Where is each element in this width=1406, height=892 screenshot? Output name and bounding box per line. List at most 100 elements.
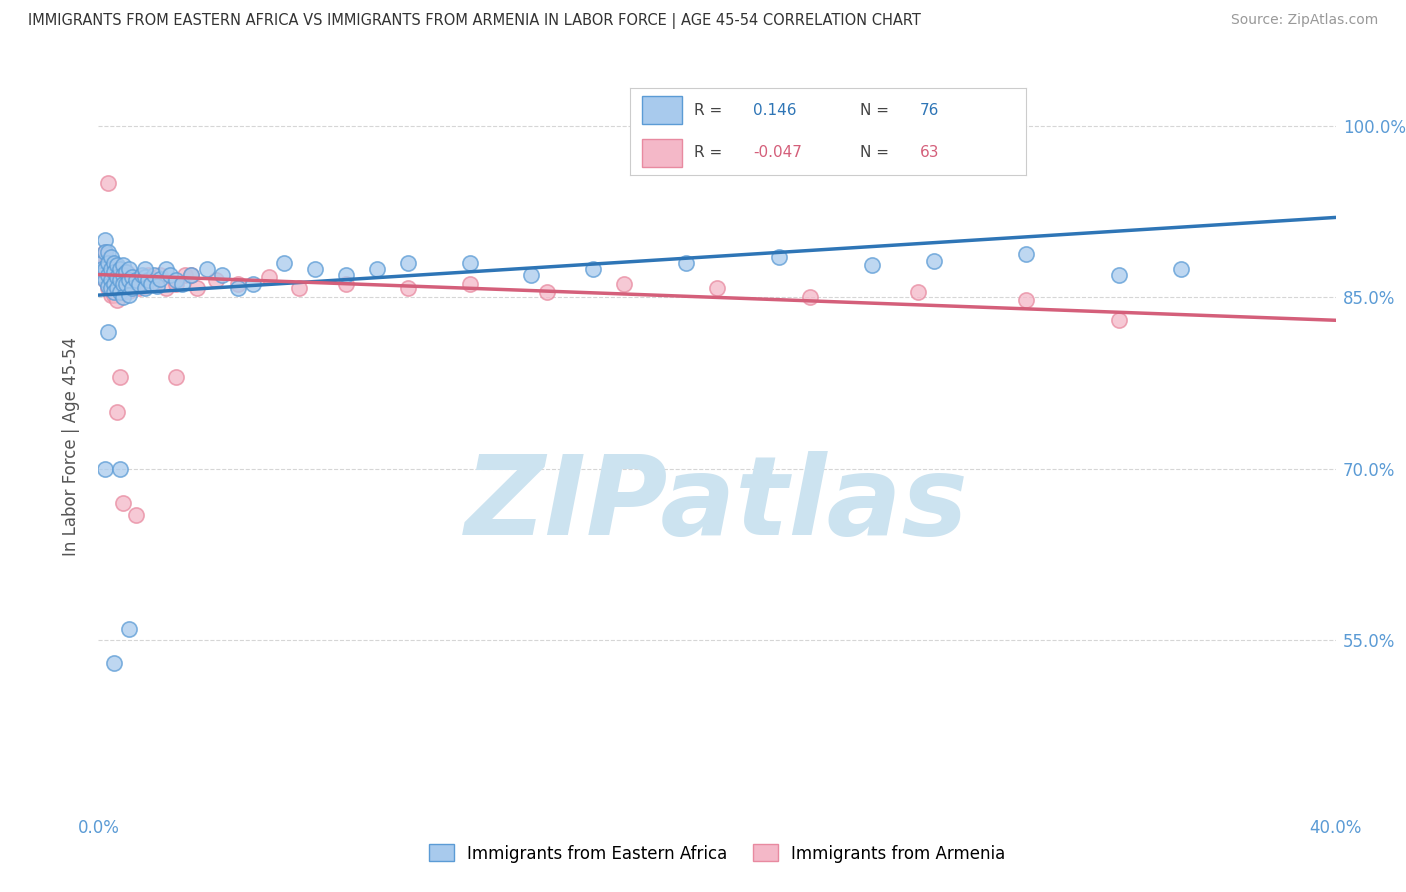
Point bbox=[149, 268, 172, 282]
Point bbox=[108, 268, 131, 282]
Point bbox=[90, 261, 112, 276]
Point bbox=[105, 265, 128, 279]
Point bbox=[706, 281, 728, 295]
Point bbox=[112, 290, 135, 304]
Point bbox=[97, 265, 120, 279]
Point bbox=[165, 277, 187, 291]
Point bbox=[520, 268, 543, 282]
Point bbox=[103, 256, 125, 270]
Point bbox=[103, 269, 125, 284]
Point bbox=[105, 279, 128, 293]
Point bbox=[93, 244, 115, 259]
Point bbox=[143, 277, 166, 291]
Y-axis label: In Labor Force | Age 45-54: In Labor Force | Age 45-54 bbox=[62, 336, 80, 556]
Point bbox=[288, 281, 311, 295]
Bar bbox=[643, 138, 682, 167]
Point bbox=[396, 281, 419, 295]
Point bbox=[121, 272, 143, 286]
Point bbox=[536, 285, 558, 299]
Point bbox=[124, 277, 146, 291]
Point bbox=[90, 268, 112, 282]
Point bbox=[143, 268, 166, 282]
Point bbox=[118, 268, 141, 282]
Point bbox=[118, 261, 141, 276]
Point bbox=[159, 268, 181, 282]
Point bbox=[108, 462, 131, 476]
Point bbox=[105, 259, 128, 273]
Point bbox=[128, 281, 150, 295]
Point bbox=[273, 256, 295, 270]
Point bbox=[139, 277, 162, 291]
Point bbox=[93, 273, 115, 287]
Point bbox=[136, 268, 159, 282]
Point bbox=[108, 261, 131, 276]
Point bbox=[103, 285, 125, 299]
Point bbox=[121, 269, 143, 284]
Point bbox=[118, 268, 141, 282]
Text: Source: ZipAtlas.com: Source: ZipAtlas.com bbox=[1230, 13, 1378, 28]
Point bbox=[180, 268, 202, 282]
Point bbox=[118, 622, 141, 636]
Point bbox=[108, 370, 131, 384]
Point bbox=[105, 269, 128, 284]
Point bbox=[613, 277, 636, 291]
Point bbox=[226, 281, 249, 295]
Point bbox=[134, 277, 156, 291]
Point bbox=[128, 277, 150, 291]
Text: N =: N = bbox=[860, 145, 889, 160]
Point bbox=[97, 253, 120, 268]
Point bbox=[97, 279, 120, 293]
Point bbox=[90, 251, 112, 265]
Point bbox=[226, 277, 249, 291]
Point bbox=[118, 273, 141, 287]
Point bbox=[100, 281, 122, 295]
Text: 0.146: 0.146 bbox=[754, 103, 797, 118]
Point bbox=[97, 176, 120, 190]
Point bbox=[105, 281, 128, 295]
Point bbox=[112, 285, 135, 299]
Point bbox=[149, 873, 172, 888]
Point bbox=[103, 265, 125, 279]
Point bbox=[108, 273, 131, 287]
Point bbox=[146, 279, 169, 293]
Point bbox=[93, 259, 115, 273]
Point bbox=[103, 656, 125, 670]
Text: -0.047: -0.047 bbox=[754, 145, 801, 160]
Point bbox=[136, 273, 159, 287]
Point bbox=[186, 281, 208, 295]
Point bbox=[100, 269, 122, 284]
Point bbox=[115, 265, 138, 279]
Point bbox=[93, 273, 115, 287]
Point bbox=[118, 284, 141, 298]
Text: 76: 76 bbox=[920, 103, 939, 118]
Point bbox=[242, 277, 264, 291]
Point bbox=[174, 268, 197, 282]
Point bbox=[134, 281, 156, 295]
Point bbox=[108, 285, 131, 299]
Point bbox=[103, 288, 125, 302]
Point bbox=[90, 256, 112, 270]
Point bbox=[396, 256, 419, 270]
Point bbox=[112, 269, 135, 284]
Point bbox=[100, 251, 122, 265]
Point bbox=[922, 253, 945, 268]
Point bbox=[205, 273, 228, 287]
Point bbox=[155, 261, 177, 276]
Point bbox=[103, 277, 125, 291]
Point bbox=[155, 281, 177, 295]
Point bbox=[105, 405, 128, 419]
Point bbox=[165, 370, 187, 384]
Text: R =: R = bbox=[693, 103, 723, 118]
Point bbox=[211, 268, 233, 282]
Point bbox=[112, 259, 135, 273]
Point bbox=[582, 261, 605, 276]
Point bbox=[93, 462, 115, 476]
Point bbox=[93, 261, 115, 276]
Point bbox=[100, 261, 122, 276]
Point bbox=[907, 285, 929, 299]
Point bbox=[97, 256, 120, 270]
Point bbox=[1015, 293, 1038, 307]
Point bbox=[103, 259, 125, 273]
Point bbox=[675, 256, 697, 270]
Point bbox=[165, 273, 187, 287]
